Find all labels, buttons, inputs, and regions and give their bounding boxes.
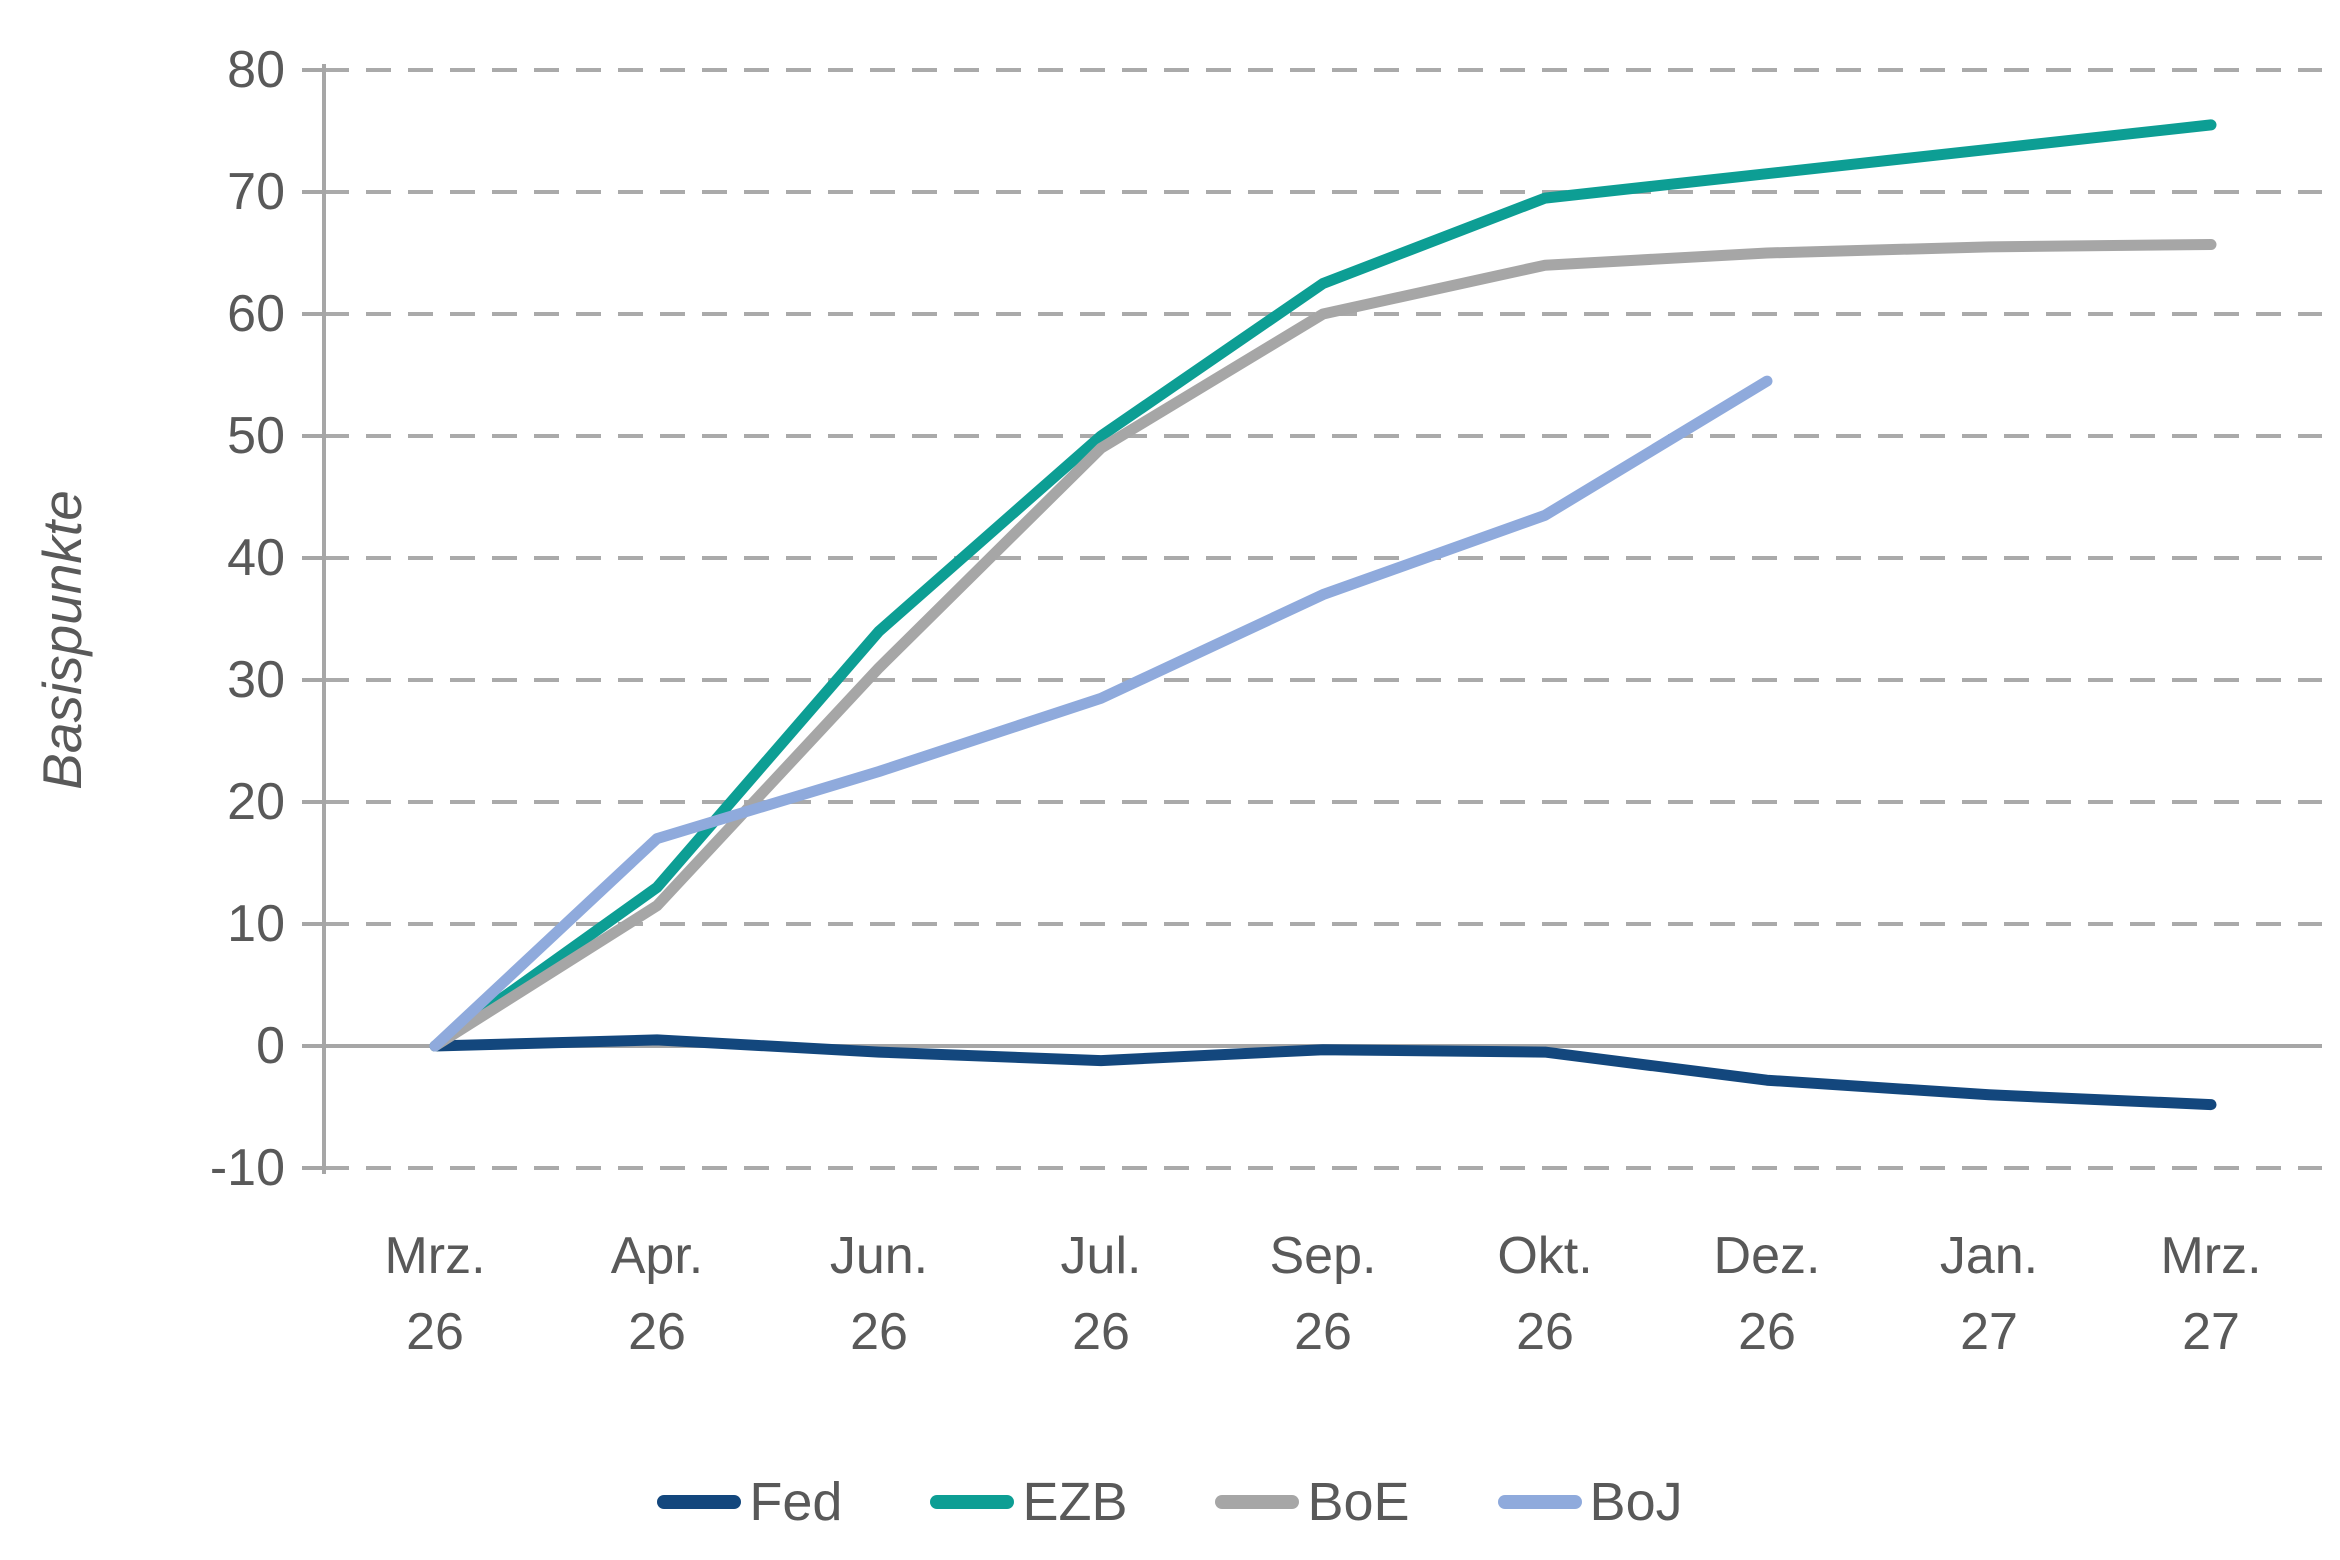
- x-tick-label-2: Jun. 26: [768, 1218, 990, 1370]
- y-tick-label-60: 60: [227, 285, 285, 343]
- x-tick-label-line: Mrz.: [2160, 1227, 2262, 1285]
- series-line-Fed: [429, 1034, 2217, 1111]
- x-tick-label-line: Jan.: [1939, 1227, 2039, 1285]
- legend-item-BoJ: BoJ: [1497, 1472, 1683, 1532]
- x-tick-label-line: Mrz.: [384, 1227, 486, 1285]
- x-tick-label-7: Jan. 27: [1878, 1218, 2100, 1370]
- x-tick-label-6: Dez. 26: [1656, 1218, 1878, 1370]
- x-tick-label-1: Apr. 26: [546, 1218, 768, 1370]
- series-line-EZB: [429, 119, 2217, 1052]
- y-tick-label-0: 0: [256, 1017, 285, 1075]
- x-tick-label-line: 27: [1960, 1303, 2018, 1361]
- x-tick-label-line: Dez.: [1713, 1227, 1821, 1285]
- x-tick-label-line: 26: [1294, 1303, 1352, 1361]
- x-tick-label-line: Jun.: [829, 1227, 929, 1285]
- legend-marker-BoJ: [1497, 1495, 1582, 1509]
- legend-marker-Fed: [657, 1495, 742, 1509]
- legend-label-BoJ: BoJ: [1589, 1472, 1683, 1532]
- x-tick-label-line: Okt.: [1497, 1227, 1593, 1285]
- y-tick-label-80: 80: [227, 41, 285, 99]
- legend-label-BoE: BoE: [1307, 1472, 1410, 1532]
- x-tick-label-line: 26: [850, 1303, 908, 1361]
- y-tick-label-30: 30: [227, 651, 285, 709]
- x-tick-label-line: Apr.: [610, 1227, 704, 1285]
- x-tick-label-5: Okt. 26: [1434, 1218, 1656, 1370]
- y-tick-label-10: 10: [227, 895, 285, 953]
- x-tick-label-line: 27: [2182, 1303, 2240, 1361]
- x-tick-label-4: Sep. 26: [1212, 1218, 1434, 1370]
- legend: Fed EZB BoE BoJ: [0, 1452, 2340, 1552]
- x-tick-label-line: Sep.: [1269, 1227, 1377, 1285]
- x-tick-label-line: Jul.: [1060, 1227, 1142, 1285]
- legend-item-BoE: BoE: [1215, 1472, 1410, 1532]
- y-tick-label-40: 40: [227, 529, 285, 587]
- x-tick-label-line: 26: [1738, 1303, 1796, 1361]
- legend-label-EZB: EZB: [1022, 1472, 1128, 1532]
- x-tick-label-line: 26: [406, 1303, 464, 1361]
- legend-item-Fed: Fed: [657, 1475, 842, 1529]
- legend-marker-BoE: [1215, 1495, 1300, 1509]
- x-tick-label-line: 26: [1072, 1303, 1130, 1361]
- y-tick-label-50: 50: [227, 407, 285, 465]
- series-line-BoE: [429, 239, 2217, 1052]
- legend-label-Fed: Fed: [749, 1472, 843, 1532]
- x-tick-label-3: Jul. 26: [990, 1218, 1212, 1370]
- series-line-BoJ: [429, 375, 1773, 1052]
- x-tick-label-8: Mrz. 27: [2100, 1218, 2322, 1370]
- x-tick-label-line: 26: [1516, 1303, 1574, 1361]
- legend-marker-EZB: [930, 1495, 1015, 1509]
- legend-item-EZB: EZB: [930, 1475, 1127, 1529]
- x-tick-label-0: Mrz. 26: [324, 1218, 546, 1370]
- y-tick-label--10: -10: [209, 1139, 285, 1197]
- y-tick-label-70: 70: [227, 163, 285, 221]
- x-tick-label-line: 26: [628, 1303, 686, 1361]
- y-tick-label-20: 20: [227, 773, 285, 831]
